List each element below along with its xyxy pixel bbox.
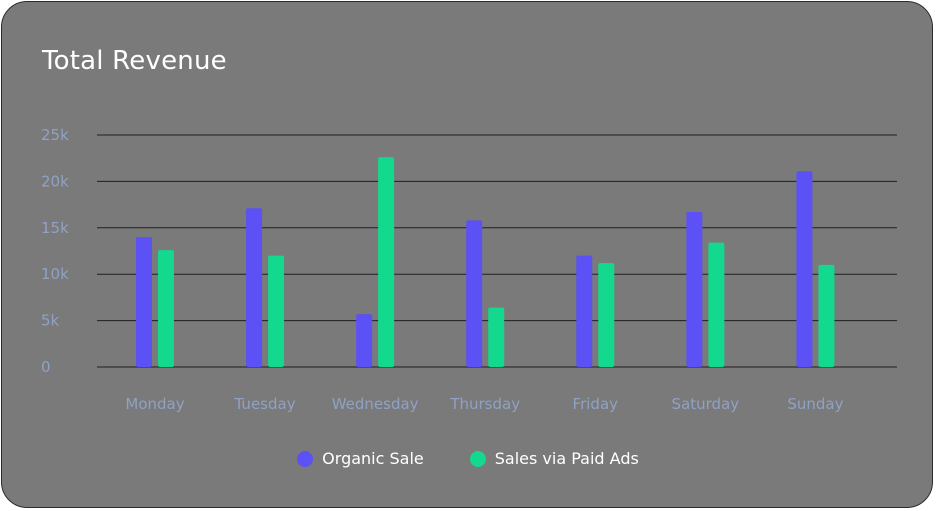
legend-dot-paid-ads bbox=[469, 450, 486, 467]
bar-organic-sale[interactable] bbox=[356, 314, 373, 367]
bar-organic-sale[interactable] bbox=[796, 171, 813, 367]
y-tick-label: 25k bbox=[41, 126, 69, 144]
bar-paid-ads[interactable] bbox=[378, 157, 395, 367]
x-tick-label: Thursday bbox=[449, 395, 520, 413]
legend-item-paid-ads[interactable]: Sales via Paid Ads bbox=[469, 449, 639, 468]
bars bbox=[136, 157, 835, 367]
bar-organic-sale[interactable] bbox=[466, 220, 483, 367]
legend-item-organic[interactable]: Organic Sale bbox=[297, 449, 424, 468]
legend-label-paid-ads: Sales via Paid Ads bbox=[494, 449, 639, 468]
bar-organic-sale[interactable] bbox=[246, 208, 263, 367]
y-tick-label: 0 bbox=[41, 358, 51, 376]
y-tick-label: 10k bbox=[41, 265, 69, 283]
x-tick-label: Friday bbox=[573, 395, 619, 413]
y-tick-label: 5k bbox=[41, 312, 60, 330]
bar-organic-sale[interactable] bbox=[686, 212, 703, 367]
y-axis-ticks: 0 5k 10k 15k 20k 25k bbox=[41, 126, 69, 376]
legend: Organic Sale Sales via Paid Ads bbox=[2, 449, 932, 468]
legend-dot-organic bbox=[297, 450, 314, 467]
x-tick-label: Monday bbox=[125, 395, 184, 413]
chart-title: Total Revenue bbox=[42, 46, 227, 76]
bar-paid-ads[interactable] bbox=[708, 242, 725, 367]
bar-paid-ads[interactable] bbox=[598, 263, 615, 367]
bar-paid-ads[interactable] bbox=[268, 255, 285, 367]
bar-organic-sale[interactable] bbox=[136, 237, 152, 367]
y-tick-label: 20k bbox=[41, 172, 69, 190]
x-axis-ticks: Monday Tuesday Wednesday Thursday Friday Satu… bbox=[125, 395, 843, 413]
bar-paid-ads[interactable] bbox=[488, 307, 505, 367]
bar-organic-sale[interactable] bbox=[576, 255, 593, 367]
x-tick-label: Saturday bbox=[672, 395, 740, 413]
x-tick-label: Sunday bbox=[787, 395, 843, 413]
legend-label-organic: Organic Sale bbox=[322, 449, 424, 468]
bar-paid-ads[interactable] bbox=[158, 250, 174, 367]
x-tick-label: Wednesday bbox=[332, 395, 419, 413]
x-tick-label: Tuesday bbox=[234, 395, 296, 413]
y-tick-label: 15k bbox=[41, 219, 69, 237]
bar-paid-ads[interactable] bbox=[818, 264, 835, 367]
